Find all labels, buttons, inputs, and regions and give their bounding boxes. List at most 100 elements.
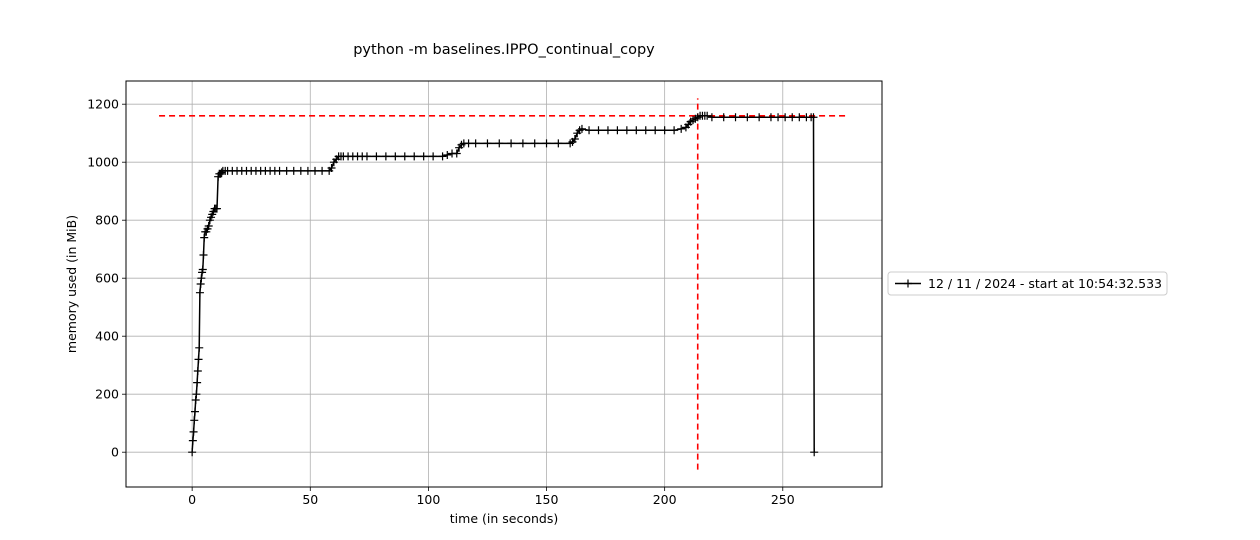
y-tick-label: 0: [111, 445, 119, 460]
data-point-marker: [311, 166, 319, 175]
data-point-marker: [381, 152, 390, 161]
data-point-marker: [195, 343, 204, 352]
data-point-marker: [400, 152, 409, 161]
data-point-marker: [651, 126, 660, 135]
data-point-marker: [198, 265, 207, 274]
data-point-marker: [613, 126, 622, 135]
data-point-marker: [788, 113, 797, 122]
y-tick-label: 800: [95, 213, 119, 228]
data-point-marker: [641, 126, 650, 135]
data-point-marker: [464, 139, 473, 148]
data-point-marker: [622, 126, 631, 135]
data-point-marker: [289, 166, 298, 175]
x-axis-label: time (in seconds): [450, 511, 558, 526]
data-point-marker: [677, 124, 686, 133]
data-point-marker: [200, 233, 209, 242]
data-point-marker: [632, 126, 641, 135]
data-point-marker: [507, 139, 516, 148]
data-point-marker: [530, 139, 539, 148]
data-point-marker: [774, 113, 783, 122]
legend-entry-label: 12 / 11 / 2024 - start at 10:54:32.533: [928, 276, 1162, 291]
data-point-marker: [193, 378, 202, 387]
data-point-marker: [188, 436, 197, 445]
data-point-marker: [192, 390, 201, 399]
series-layer: [188, 111, 819, 457]
data-point-marker: [275, 166, 284, 175]
data-point-marker: [303, 166, 312, 175]
series-line: [191, 115, 815, 453]
x-tick-label: 50: [302, 492, 318, 507]
y-axis-label: memory used (in MiB): [64, 215, 79, 353]
data-point-marker: [199, 251, 208, 259]
x-tick-label: 200: [653, 492, 677, 507]
x-tick-label: 150: [535, 492, 559, 507]
data-point-marker: [443, 150, 452, 159]
data-point-marker: [196, 280, 205, 288]
data-point-marker: [296, 166, 305, 175]
y-axis-ticks: 0 200 400 600 800 1000 1200: [87, 97, 126, 460]
data-point-marker: [282, 166, 291, 175]
data-point-marker: [204, 222, 213, 230]
data-point-marker: [191, 396, 200, 404]
data-point-marker: [188, 448, 197, 457]
data-point-marker: [743, 113, 752, 122]
data-point-marker: [810, 448, 819, 457]
data-point-marker: [603, 126, 612, 135]
legend-marker-icon: [904, 279, 912, 288]
data-point-marker: [318, 166, 327, 175]
data-point-marker: [195, 288, 204, 297]
data-point-marker: [518, 139, 527, 148]
data-point-marker: [217, 168, 226, 177]
data-point-marker: [194, 355, 203, 364]
y-tick-label: 200: [95, 387, 119, 402]
data-point-marker: [670, 126, 679, 135]
data-point-marker: [438, 152, 447, 161]
data-point-marker: [766, 113, 775, 122]
data-point-marker: [542, 139, 551, 148]
data-point-marker: [719, 113, 728, 122]
data-point-marker: [429, 152, 438, 161]
data-point-marker: [755, 113, 764, 122]
data-point-marker: [483, 139, 492, 148]
plot-frame: [125, 80, 883, 488]
data-point-marker: [190, 416, 199, 425]
data-point-marker: [471, 139, 480, 148]
data-point-marker: [327, 164, 336, 172]
data-point-marker: [212, 204, 221, 213]
x-tick-label: 0: [188, 492, 196, 507]
x-tick-label: 100: [416, 492, 440, 507]
data-point-marker: [452, 149, 461, 158]
data-point-marker: [731, 113, 740, 122]
data-point-marker: [585, 126, 594, 135]
data-point-marker: [197, 274, 206, 283]
data-point-marker: [391, 152, 400, 161]
x-tick-label: 250: [771, 492, 795, 507]
y-tick-label: 1200: [87, 97, 119, 112]
data-point-marker: [362, 152, 371, 161]
data-point-marker: [193, 367, 202, 375]
y-tick-label: 1000: [87, 155, 119, 170]
data-point-marker: [594, 126, 603, 135]
data-point-marker: [577, 124, 586, 133]
data-point-marker: [703, 111, 712, 120]
data-point-marker: [809, 113, 818, 122]
legend-box: [887, 271, 1168, 296]
data-point-marker: [372, 152, 381, 161]
y-tick-label: 600: [95, 271, 119, 286]
data-point-marker: [660, 126, 669, 135]
data-point-marker: [707, 113, 716, 122]
data-point-marker: [495, 139, 504, 148]
legend: 12 / 11 / 2024 - start at 10:54:32.533: [887, 271, 1168, 296]
y-tick-label: 400: [95, 329, 119, 344]
data-point-marker: [795, 113, 804, 122]
chart-title: python -m baselines.IPPO_continual_copy: [353, 42, 655, 58]
data-point-marker: [781, 113, 790, 122]
data-point-marker: [419, 152, 428, 161]
data-point-marker: [190, 407, 199, 416]
data-point-marker: [554, 139, 563, 148]
x-axis-ticks: 0 50 100 150 200 250: [188, 487, 795, 507]
data-point-marker: [189, 427, 198, 436]
grid-lines: [126, 81, 882, 487]
data-point-marker: [570, 135, 579, 143]
